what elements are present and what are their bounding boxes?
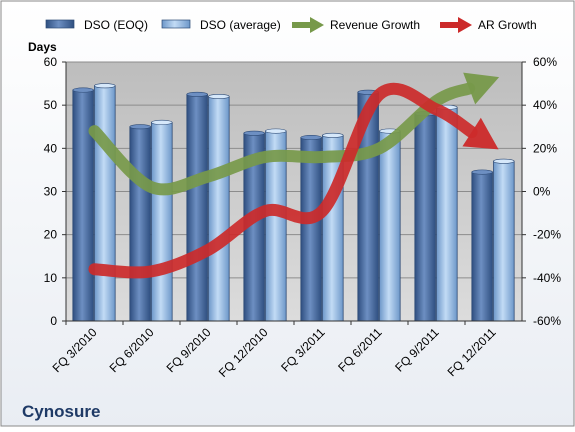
y-tick-label: 20 <box>44 228 58 242</box>
bar-dso-eoq <box>72 89 94 322</box>
bar-dso-eoq <box>300 137 322 322</box>
legend-swatch-bar <box>45 19 75 29</box>
legend-swatch-bar <box>161 19 191 29</box>
y2-tick-label: 60% <box>533 55 557 69</box>
legend: DSO (EOQ) DSO (average) Revenue Growth AR G… <box>45 17 537 33</box>
y2-tick-label: -60% <box>533 314 561 328</box>
bar-dso-average <box>322 134 344 322</box>
bar-top-cap <box>300 135 322 141</box>
bar-top-cap <box>129 124 151 130</box>
y2-tick-label: 0% <box>533 185 551 199</box>
bar-top-cap <box>493 158 515 164</box>
bar-top-cap <box>72 87 94 93</box>
company-name: Cynosure <box>22 402 100 421</box>
bar-dso-eoq <box>471 171 493 322</box>
legend-swatch-arrowhead <box>310 17 324 33</box>
legend-label: Revenue Growth <box>330 18 420 32</box>
bar-top-cap <box>471 169 493 175</box>
y2-tick-label: 40% <box>533 98 557 112</box>
y-axis-title: Days <box>28 40 57 54</box>
bar-dso-average <box>379 130 401 322</box>
growth-lines <box>88 72 500 279</box>
legend-label: DSO (average) <box>200 18 281 32</box>
y-tick-label: 10 <box>44 271 58 285</box>
bar-dso-average <box>94 85 116 322</box>
y2-tick-label: -40% <box>533 271 561 285</box>
y-tick-label: 0 <box>50 314 57 328</box>
y-tick-label: 50 <box>44 98 58 112</box>
ar-growth-line <box>88 82 478 279</box>
bar-top-cap <box>208 94 230 100</box>
bar-dso-average <box>208 96 230 322</box>
bar-top-cap <box>322 132 344 138</box>
ar-growth-arrowhead <box>462 117 499 150</box>
bar-dso-average <box>493 160 515 322</box>
legend-swatch-arrowhead <box>458 17 472 33</box>
bar-top-cap <box>243 130 265 136</box>
bar-dso-eoq <box>129 126 151 322</box>
legend-label: AR Growth <box>478 18 537 32</box>
revenue-growth-arrowhead <box>463 72 500 105</box>
bar-dso-average <box>436 106 458 322</box>
bar-dso-eoq <box>186 93 208 322</box>
bar-top-cap <box>186 91 208 97</box>
bar-top-cap <box>151 119 173 125</box>
bar-top-cap <box>265 128 287 134</box>
bar-dso-eoq <box>414 113 436 322</box>
y2-tick-label: 20% <box>533 141 557 155</box>
y-tick-label: 60 <box>44 55 58 69</box>
bar-series <box>72 83 515 322</box>
bar-dso-average <box>151 122 173 322</box>
bar-top-cap <box>94 83 116 89</box>
y-tick-label: 40 <box>44 141 58 155</box>
y-tick-label: 30 <box>44 185 58 199</box>
legend-label: DSO (EOQ) <box>84 18 148 32</box>
y2-tick-label: -20% <box>533 228 561 242</box>
